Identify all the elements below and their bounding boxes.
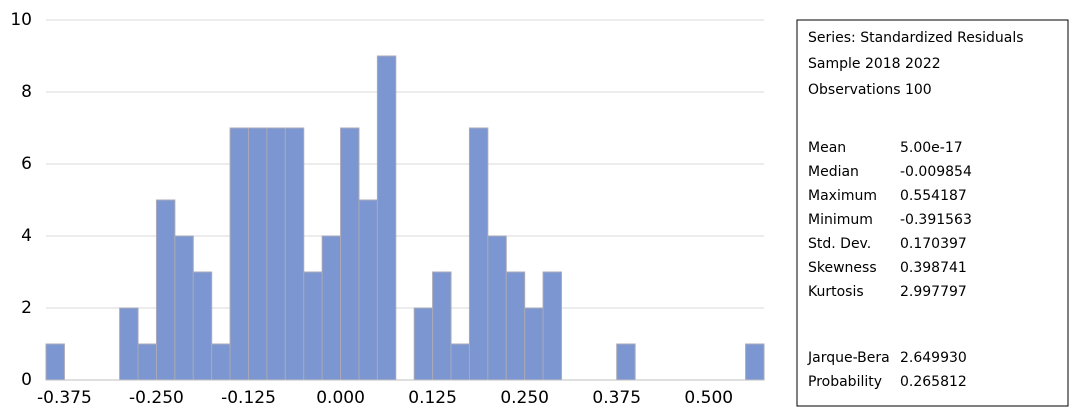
bar	[137, 343, 157, 381]
stat-value: 0.398741	[900, 260, 967, 276]
stat-value: 5.00e-17	[900, 140, 963, 156]
bar	[524, 307, 544, 381]
x-tick-label: -0.125	[221, 388, 276, 408]
stat-label: Std. Dev.	[808, 236, 871, 252]
bar	[211, 343, 231, 381]
bar	[413, 307, 434, 381]
bar	[155, 199, 176, 381]
bar	[266, 127, 286, 381]
y-tick-label: 0	[21, 370, 32, 390]
stat-label: Mean	[808, 140, 846, 156]
x-tick-label: -0.250	[129, 388, 184, 408]
x-tick-label: 0.125	[408, 388, 457, 408]
stat-label: Skewness	[808, 260, 877, 276]
stat-value: 2.649930	[900, 350, 967, 366]
bar	[45, 343, 65, 381]
y-tick-label: 2	[21, 298, 32, 318]
x-tick-label: -0.375	[37, 388, 92, 408]
y-tick-label: 10	[10, 10, 32, 30]
bar	[229, 127, 250, 381]
bar	[248, 127, 268, 381]
bar	[376, 55, 397, 381]
stats-header: Sample 2018 2022	[808, 56, 941, 72]
x-tick-label: 0.500	[684, 388, 733, 408]
stats-box	[796, 19, 1069, 407]
bar	[303, 271, 323, 381]
bar	[284, 127, 305, 381]
y-tick-label: 4	[21, 226, 32, 246]
bar	[468, 127, 489, 381]
stat-label: Jarque-Bera	[807, 350, 890, 366]
stat-label: Probability	[808, 374, 882, 390]
bar	[174, 235, 194, 381]
stat-label: Minimum	[808, 212, 873, 228]
stat-label: Median	[808, 164, 859, 180]
stat-value: 0.554187	[900, 188, 967, 204]
y-tick-label: 8	[21, 82, 32, 102]
stat-label: Maximum	[808, 188, 877, 204]
bar	[745, 343, 765, 381]
bar	[358, 199, 378, 381]
bar	[505, 271, 526, 381]
bar	[450, 343, 470, 381]
x-tick-label: 0.000	[316, 388, 365, 408]
stat-value: -0.009854	[900, 164, 972, 180]
y-tick-label: 6	[21, 154, 32, 174]
bar	[487, 235, 507, 381]
bar	[616, 343, 636, 381]
stats-header: Observations 100	[808, 82, 932, 98]
x-tick-label: 0.375	[592, 388, 641, 408]
stat-value: 0.265812	[900, 374, 967, 390]
bar	[321, 235, 342, 381]
stat-value: 2.997797	[900, 284, 967, 300]
bar	[192, 271, 213, 381]
stats-header: Series: Standardized Residuals	[808, 30, 1024, 46]
stat-label: Kurtosis	[808, 284, 864, 300]
x-tick-label: 0.250	[500, 388, 549, 408]
bar	[119, 307, 139, 381]
bar	[432, 271, 452, 381]
stat-value: -0.391563	[900, 212, 972, 228]
stat-value: 0.170397	[900, 236, 967, 252]
bar	[542, 271, 562, 381]
bar	[340, 127, 360, 381]
